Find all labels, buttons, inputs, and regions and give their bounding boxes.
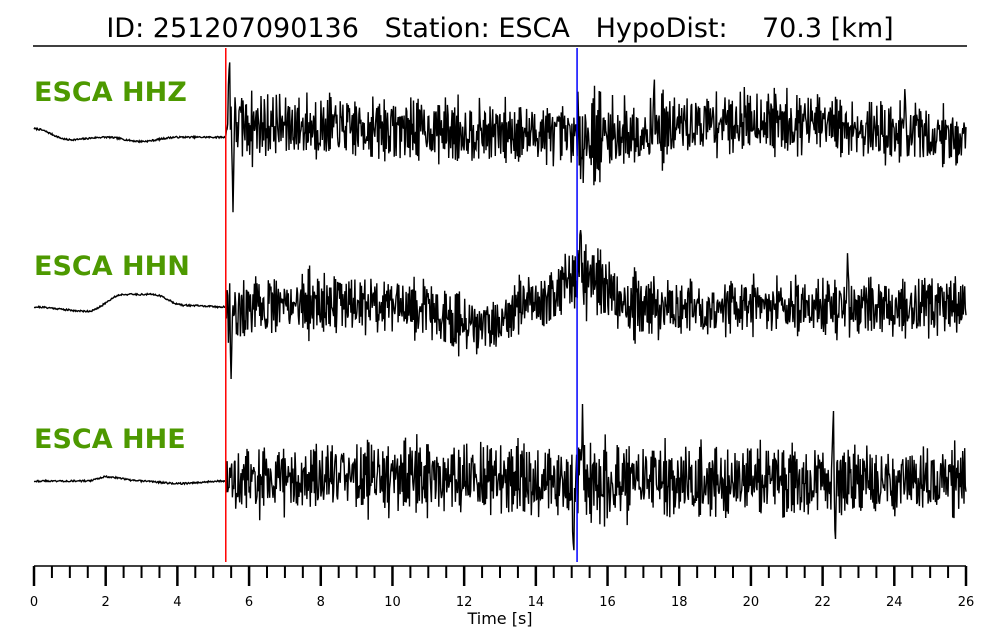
x-tick-label: 24 [886,595,903,610]
x-axis: 0 2 4 6 8 10 12 14 16 18 20 22 24 26 [30,565,975,610]
x-tick-label: 0 [30,595,38,610]
trace-label-hhe: ESCA HHE [34,424,186,455]
x-tick-label: 2 [102,595,110,610]
title-hypodist-label: HypoDist: [596,13,728,44]
x-tick-label: 22 [814,595,831,610]
x-tick-label: 16 [599,595,616,610]
x-tick-label: 12 [456,595,473,610]
trace-line-1 [33,229,967,380]
x-tick-label: 18 [671,595,688,610]
title-hypodist-value: 70.3 [762,13,822,44]
x-tick-label: 20 [743,595,760,610]
chart-title: ID: 251207090136 Station: ESCA HypoDist:… [106,13,893,44]
x-tick-label: 6 [245,595,253,610]
trace-line-2 [33,403,967,551]
x-tick-label: 8 [317,595,325,610]
title-station-label: Station: [385,13,490,44]
title-hypodist-unit: [km] [831,13,894,44]
title-id-label: ID: [106,13,144,44]
trace-label-hhn: ESCA HHN [34,251,190,282]
trace-group [33,62,967,551]
x-tick-label: 10 [384,595,401,610]
x-tick-label: 4 [173,595,181,610]
trace-line-0 [33,62,967,213]
x-axis-label: Time [s] [466,609,532,628]
x-tick-label: 14 [528,595,545,610]
title-id-value: 251207090136 [153,13,359,44]
x-tick-label: 26 [958,595,975,610]
title-station-value: ESCA [498,13,570,44]
trace-label-hhz: ESCA HHZ [34,77,187,108]
